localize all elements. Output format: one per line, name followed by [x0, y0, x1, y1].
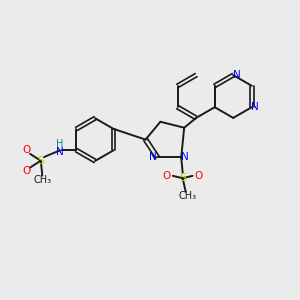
Text: O: O — [194, 171, 202, 181]
Text: N: N — [233, 70, 241, 80]
Text: N: N — [251, 102, 259, 112]
Text: N: N — [149, 152, 157, 162]
Text: O: O — [22, 166, 31, 176]
Text: H: H — [56, 139, 64, 149]
Text: N: N — [182, 152, 189, 162]
Text: S: S — [179, 173, 186, 183]
Text: O: O — [22, 145, 31, 155]
Text: N: N — [56, 147, 64, 157]
Text: O: O — [163, 171, 171, 181]
Text: S: S — [37, 156, 44, 166]
Text: CH₃: CH₃ — [33, 175, 51, 185]
Text: CH₃: CH₃ — [178, 191, 196, 201]
